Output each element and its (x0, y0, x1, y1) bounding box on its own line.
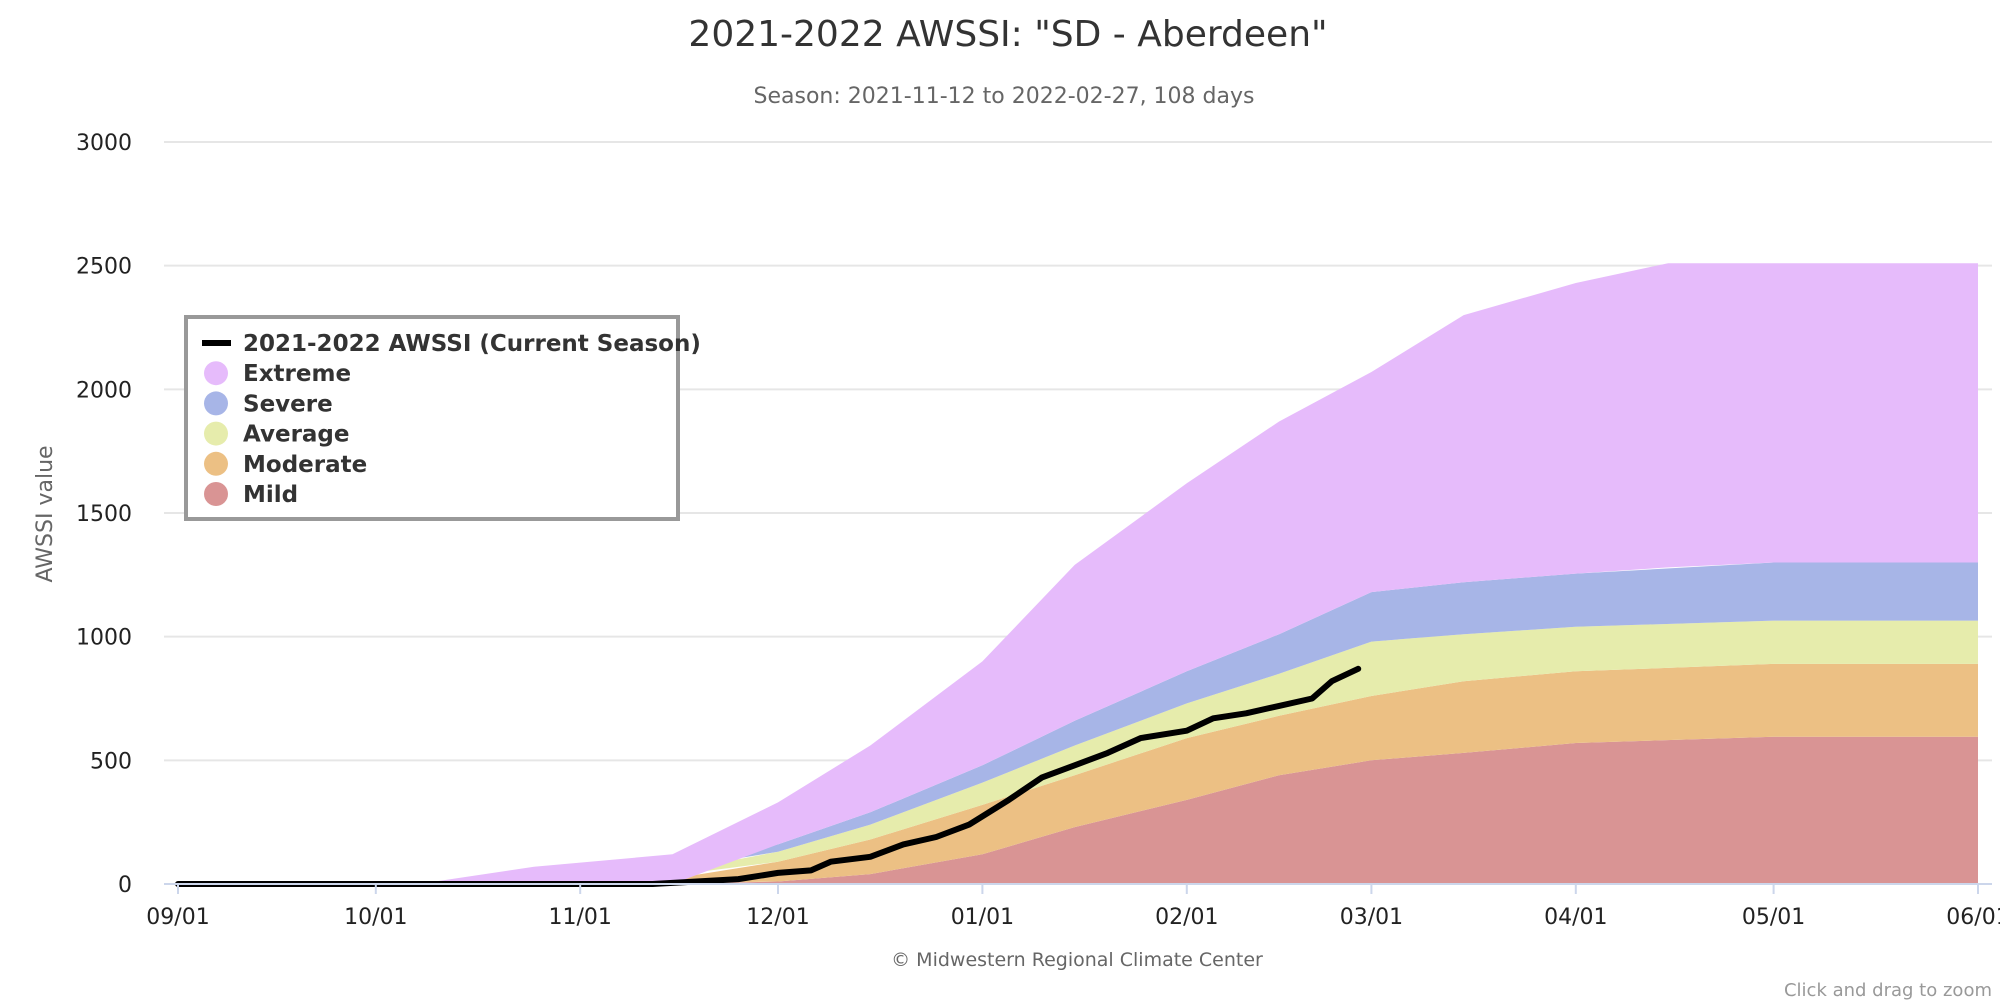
x-tick-label: 02/01 (1155, 905, 1218, 930)
y-tick-label: 1500 (76, 502, 132, 527)
legend-label: Average (243, 422, 350, 448)
x-tick-label: 03/01 (1340, 905, 1403, 930)
zoom-hint: Click and drag to zoom (1784, 980, 1992, 1000)
legend-label: Severe (243, 391, 333, 417)
legend-marker-symbol (204, 451, 228, 476)
chart-title: 2021-2022 AWSSI: "SD - Aberdeen" (688, 14, 1327, 55)
band-severe (580, 562, 1979, 884)
x-tick-label: 10/01 (344, 905, 407, 930)
legend-item[interactable]: Severe (204, 391, 333, 417)
legend-label: Mild (243, 482, 298, 508)
legend-item[interactable]: Extreme (204, 361, 351, 387)
y-tick-label: 500 (90, 749, 132, 774)
x-tick-label: 12/01 (746, 905, 809, 930)
x-tick-label: 01/01 (951, 905, 1014, 930)
x-tick-label: 04/01 (1544, 905, 1607, 930)
x-tick-label: 05/01 (1742, 905, 1805, 930)
y-tick-label: 2500 (76, 255, 132, 280)
legend[interactable]: 2021-2022 AWSSI (Current Season) Extreme S… (184, 315, 701, 521)
percentile-bands (435, 263, 1979, 884)
legend-label: 2021-2022 AWSSI (Current Season) (243, 331, 701, 357)
legend-marker-symbol (204, 361, 228, 386)
legend-item[interactable]: Moderate (204, 451, 367, 478)
y-tick-label: 0 (118, 873, 132, 898)
x-tick-label: 06/01 (1946, 905, 2000, 930)
legend-marker-symbol (204, 421, 228, 446)
band-mild (672, 736, 1978, 884)
legend-item[interactable]: 2021-2022 AWSSI (Current Season) (202, 331, 701, 357)
band-average (606, 620, 1978, 884)
legend-label: Extreme (243, 361, 351, 387)
axes: 0 500 1000 1500 2000 2500 3000 09/01 10/01 11/01 1… (76, 131, 2000, 930)
current-season-series (175, 665, 1362, 887)
chart-subtitle: Season: 2021-11-12 to 2022-02-27, 108 da… (754, 84, 1255, 109)
legend-marker-symbol (204, 482, 228, 506)
band-moderate (639, 663, 1978, 884)
y-tick-label: 2000 (76, 378, 132, 403)
y-tick-label: 1000 (76, 626, 132, 651)
credits[interactable]: © Midwestern Regional Climate Center (891, 949, 1263, 971)
y-tick-label: 3000 (76, 131, 132, 156)
legend-box (184, 315, 680, 521)
band-extreme (435, 263, 1979, 884)
legend-label: Moderate (243, 452, 367, 478)
legend-marker-symbol (204, 391, 228, 416)
series-line-current-season (175, 665, 1362, 887)
y-axis-title: AWSSI value (33, 445, 58, 582)
legend-item[interactable]: Mild (204, 482, 298, 508)
x-tick-label: 11/01 (548, 905, 611, 930)
legend-item[interactable]: Average (204, 421, 350, 448)
x-tick-label: 09/01 (146, 905, 209, 930)
